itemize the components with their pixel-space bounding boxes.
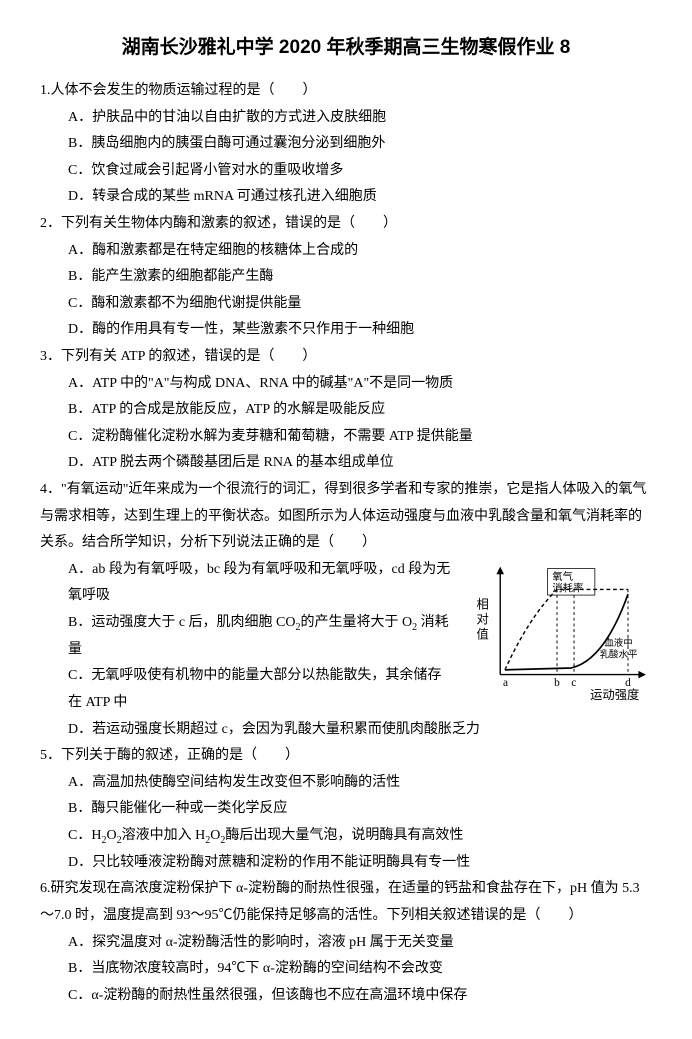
- series2-label-l1: 血液中: [604, 637, 632, 649]
- q5-c-3: 溶液中加入 H: [122, 828, 206, 843]
- q6-opt-a: A．探究温度对 α-淀粉酶活性的影响时，溶液 pH 属于无关变量: [40, 930, 652, 957]
- q3-opt-c: C．淀粉酶催化淀粉水解为麦芽糖和葡萄糖，不需要 ATP 提供能量: [40, 424, 652, 451]
- tick-a: a: [503, 677, 508, 689]
- q3-opt-b: B．ATP 的合成是放能反应，ATP 的水解是吸能反应: [40, 397, 652, 424]
- series1-label-l2: 消耗率: [552, 581, 583, 594]
- q5-opt-c: C．H2O2溶液中加入 H2O2酶后出现大量气泡，说明酶具有高效性: [40, 823, 652, 850]
- y-label-3: 值: [477, 626, 489, 641]
- q5-c-4: O: [210, 828, 220, 843]
- q5-c-5: 酶后出现大量气泡，说明酶具有高效性: [225, 828, 463, 843]
- y-label-1: 相: [477, 597, 489, 611]
- tick-c: c: [571, 677, 576, 689]
- q6-stem: 6.研究发现在高浓度淀粉保护下 α-淀粉酶的耐热性很强，在适量的钙盐和食盐存在下…: [40, 876, 652, 929]
- x-label: 运动强度: [590, 687, 639, 702]
- q3-opt-a: A．ATP 中的"A"与构成 DNA、RNA 中的碱基"A"不是同一物质: [40, 371, 652, 398]
- q1-opt-d: D．转录合成的某些 mRNA 可通过核孔进入细胞质: [40, 184, 652, 211]
- q5-opt-d: D．只比较唾液淀粉酶对蔗糖和淀粉的作用不能证明酶具有专一性: [40, 850, 652, 877]
- tick-d: d: [625, 677, 631, 689]
- q2-stem: 2．下列有关生物体内酶和激素的叙述，错误的是（ ）: [40, 211, 652, 238]
- q2-opt-a: A．酶和激素都是在特定细胞的核糖体上合成的: [40, 238, 652, 265]
- q5-opt-a: A．高温加热使酶空间结构发生改变但不影响酶的活性: [40, 770, 652, 797]
- q5-c-1: C．H: [68, 828, 101, 843]
- chart-svg: 相 对 值 氧气 消耗率 血液中 乳酸水平 a b c d 运动强度: [462, 561, 652, 703]
- q1-opt-b: B．胰岛细胞内的胰蛋白酶可通过囊泡分泌到细胞外: [40, 131, 652, 158]
- q4-stem: 4．"有氧运动"近年来成为一个很流行的词汇，得到很多学者和专家的推崇，它是指人体…: [40, 477, 652, 557]
- q4-figure: 相 对 值 氧气 消耗率 血液中 乳酸水平 a b c d 运动强度: [462, 561, 652, 703]
- sub-2b: 2: [412, 622, 417, 633]
- page: 湖南长沙雅礼中学 2020 年秋季期高三生物寒假作业 8 1.人体不会发生的物质…: [0, 0, 692, 1039]
- q4-b-pre: B．运动强度大于 c 后，肌肉细胞 CO: [68, 615, 296, 630]
- q1-opt-c: C．饮食过咸会引起肾小管对水的重吸收增多: [40, 158, 652, 185]
- q5-stem: 5．下列关于酶的叙述，正确的是（ ）: [40, 743, 652, 770]
- q4-b-mid: 的产生量将大于 O: [301, 615, 413, 630]
- q4-opt-d: D．若运动强度长期超过 c，会因为乳酸大量积累而使肌肉酸胀乏力: [40, 717, 652, 744]
- q5-c-2: O: [106, 828, 116, 843]
- q1-opt-a: A．护肤品中的甘油以自由扩散的方式进入皮肤细胞: [40, 105, 652, 132]
- q1-stem: 1.人体不会发生的物质运输过程的是（ ）: [40, 78, 652, 105]
- q2-opt-b: B．能产生激素的细胞都能产生酶: [40, 264, 652, 291]
- q6-opt-c: C．α-淀粉酶的耐热性虽然很强，但该酶也不应在高温环境中保存: [40, 983, 652, 1010]
- q2-opt-d: D．酶的作用具有专一性，某些激素不只作用于一种细胞: [40, 317, 652, 344]
- tick-b: b: [554, 677, 560, 689]
- series2-label-l2: 乳酸水平: [600, 648, 638, 660]
- q3-stem: 3．下列有关 ATP 的叙述，错误的是（ ）: [40, 344, 652, 371]
- series1-label-l1: 氧气: [552, 570, 573, 583]
- q5-opt-b: B．酶只能催化一种或一类化学反应: [40, 796, 652, 823]
- q2-opt-c: C．酶和激素都不为细胞代谢提供能量: [40, 291, 652, 318]
- q3-opt-d: D．ATP 脱去两个磷酸基团后是 RNA 的基本组成单位: [40, 450, 652, 477]
- doc-title: 湖南长沙雅礼中学 2020 年秋季期高三生物寒假作业 8: [40, 30, 652, 66]
- y-label-2: 对: [477, 612, 489, 626]
